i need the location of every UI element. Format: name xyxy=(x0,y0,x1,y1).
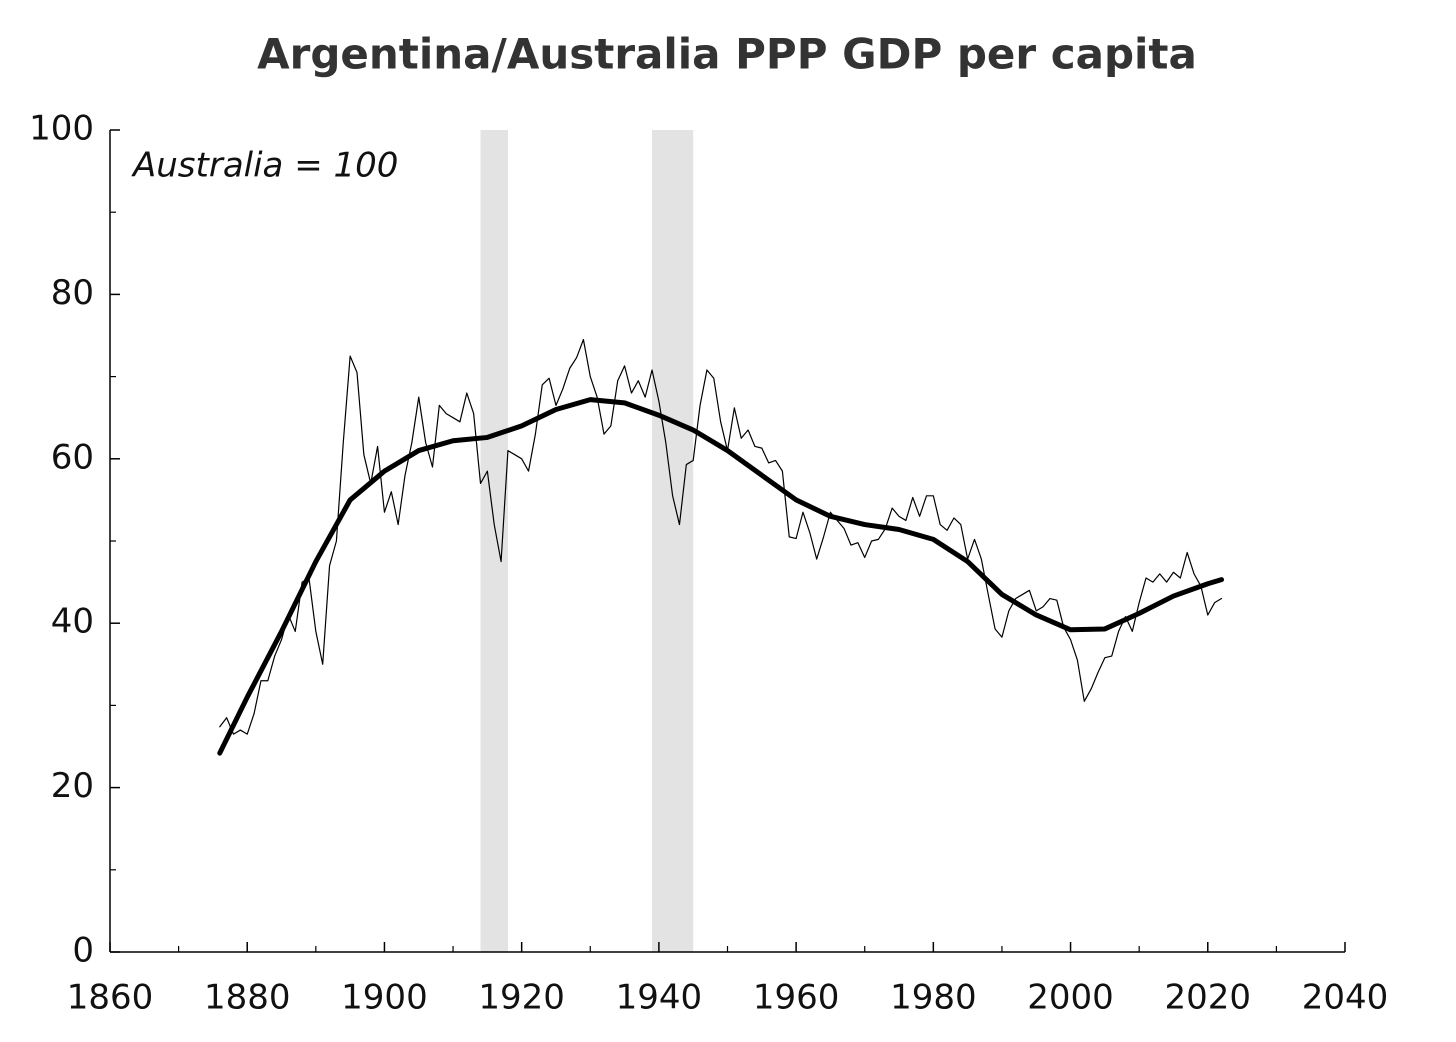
y-tick-label: 100 xyxy=(29,109,94,149)
y-tick-label: 0 xyxy=(72,931,94,971)
x-tick-label: 2000 xyxy=(1027,978,1114,1018)
shaded-range xyxy=(480,130,508,952)
x-tick-label: 1980 xyxy=(890,978,977,1018)
x-tick-label: 1900 xyxy=(341,978,428,1018)
x-tick-label: 1960 xyxy=(753,978,840,1018)
annotation: Australia = 100 xyxy=(131,146,398,186)
x-tick-label: 1880 xyxy=(204,978,291,1018)
x-tick-label: 1860 xyxy=(67,978,154,1018)
x-tick-label: 2020 xyxy=(1165,978,1252,1018)
y-tick-label: 80 xyxy=(51,273,94,313)
chart-title: Argentina/Australia PPP GDP per capita xyxy=(257,30,1197,79)
y-tick-label: 40 xyxy=(51,602,94,642)
series-line xyxy=(219,339,1223,735)
series-line xyxy=(217,397,1224,756)
x-tick-label: 1940 xyxy=(616,978,703,1018)
y-tick-label: 20 xyxy=(51,766,94,806)
y-tick-label: 60 xyxy=(51,437,94,477)
shaded-range xyxy=(652,130,694,952)
x-tick-label: 2040 xyxy=(1302,978,1389,1018)
x-tick-label: 1920 xyxy=(478,978,565,1018)
